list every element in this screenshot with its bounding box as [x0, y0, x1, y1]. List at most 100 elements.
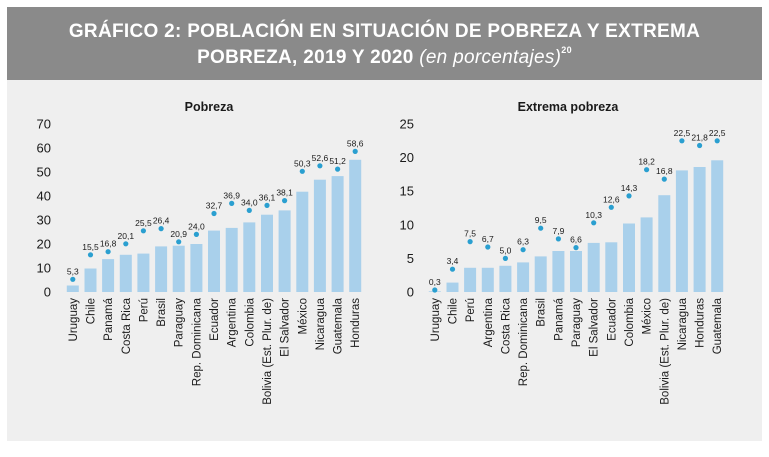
extrema-pobreza-bar: [605, 242, 618, 292]
extrema-pobreza-data-label: 22,5: [674, 128, 691, 138]
pobreza-point: [176, 239, 182, 245]
pobreza-y-tick-label: 0: [44, 285, 51, 300]
pobreza-chart-title: Pobreza: [185, 100, 235, 114]
extrema-pobreza-bar: [587, 242, 600, 292]
extrema-pobreza-y-tick-label: 25: [400, 117, 414, 132]
pobreza-data-label: 38,1: [276, 188, 293, 198]
pobreza-x-tick-label: Guatemala: [333, 297, 345, 354]
pobreza-data-label: 36,1: [259, 192, 276, 202]
extrema-pobreza-point: [555, 236, 562, 242]
pobreza-bar: [137, 253, 150, 292]
pobreza-point: [123, 241, 129, 247]
pobreza-bar: [313, 179, 326, 292]
pobreza-bar: [102, 259, 115, 292]
pobreza-point: [264, 202, 270, 208]
pobreza-data-label: 5,3: [67, 266, 79, 276]
extrema-pobreza-bar: [623, 223, 635, 292]
pobreza-bar: [243, 222, 256, 292]
extrema-pobreza-data-label: 14,3: [621, 183, 638, 193]
pobreza-y-tick-label: 50: [37, 165, 51, 180]
extrema-pobreza-x-tick-label: Nicaragua: [677, 297, 689, 350]
extrema-pobreza-x-tick-label: México: [642, 298, 654, 334]
extrema-pobreza-y-tick-label: 5: [407, 251, 414, 266]
extrema-pobreza-x-tick-label: Brasil: [536, 298, 548, 327]
pobreza-x-tick-label: Colombia: [244, 297, 256, 346]
pobreza-data-label: 26,4: [153, 216, 170, 226]
extrema-pobreza-point: [714, 138, 720, 144]
pobreza-x-tick-label: Nicaragua: [315, 297, 327, 350]
extrema-pobreza-data-label: 3,4: [447, 256, 459, 266]
pobreza-point: [140, 228, 146, 234]
extrema-pobreza-x-tick-label: Honduras: [695, 298, 707, 348]
header-title-line1: GRÁFICO 2: POBLACIÓN EN SITUACIÓN DE POB…: [68, 21, 701, 42]
extrema-pobreza-point: [644, 167, 650, 173]
extrema-pobreza-point: [573, 245, 579, 251]
extrema-pobreza-point: [485, 244, 491, 250]
extrema-pobreza-x-tick-label: Costa Rica: [500, 297, 512, 354]
pobreza-bar: [84, 268, 97, 292]
pobreza-point: [317, 163, 323, 169]
pobreza-point: [229, 200, 235, 206]
pobreza-bar: [119, 254, 132, 292]
extrema-pobreza-data-label: 7,5: [464, 229, 476, 239]
extrema-pobreza-point: [467, 239, 473, 245]
pobreza-bar: [155, 246, 168, 292]
pobreza-y-tick-label: 20: [37, 237, 51, 252]
pobreza-point: [70, 276, 76, 282]
pobreza-y-tick-label: 60: [37, 141, 51, 156]
pobreza-y-tick-label: 40: [37, 189, 51, 204]
extrema-pobreza-point: [626, 193, 632, 199]
pobreza-bar: [261, 214, 273, 292]
pobreza-y-tick-label: 30: [37, 213, 51, 228]
header-title-main: POBREZA, 2019 Y 2020: [197, 47, 414, 68]
extrema-pobreza-x-tick-label: Paraguay: [571, 298, 583, 347]
pobreza-bar: [208, 230, 220, 292]
extrema-pobreza-data-label: 6,7: [482, 234, 494, 244]
extrema-pobreza-x-tick-label: Rep. Dominicana: [518, 297, 530, 386]
pobreza-bar: [278, 210, 291, 292]
extrema-pobreza-chart-title: Extrema pobreza: [518, 100, 620, 114]
extrema-pobreza-data-label: 6,3: [517, 237, 529, 247]
extrema-pobreza-bar: [534, 256, 547, 292]
pobreza-data-label: 15,5: [82, 242, 99, 252]
extrema-pobreza-x-tick-label: Ecuador: [606, 298, 618, 341]
header-subtitle: (en porcentajes): [419, 47, 562, 68]
pobreza-point: [158, 226, 164, 232]
extrema-pobreza-bar: [552, 251, 565, 292]
extrema-pobreza-bar: [693, 167, 706, 292]
pobreza-data-label: 20,1: [118, 231, 135, 241]
pobreza-point: [87, 252, 94, 258]
pobreza-point: [352, 148, 358, 154]
pobreza-y-tick-label: 10: [37, 261, 51, 276]
pobreza-x-tick-label: Argentina: [227, 297, 239, 347]
pobreza-x-tick-label: Bolivia (Est. Plur. de): [262, 298, 274, 405]
pobreza-data-label: 16,8: [100, 239, 117, 249]
pobreza-data-label: 32,7: [206, 201, 223, 211]
pobreza-x-tick-label: Rep. Dominicana: [191, 297, 203, 386]
extrema-pobreza-point: [449, 266, 456, 272]
extrema-pobreza-bar: [464, 267, 477, 292]
pobreza-point: [335, 166, 341, 172]
pobreza-x-tick-label: Honduras: [350, 298, 362, 348]
extrema-pobreza-data-label: 10,3: [585, 210, 602, 220]
pobreza-bar: [225, 227, 238, 292]
extrema-pobreza-point: [679, 138, 685, 144]
pobreza-data-label: 58,6: [347, 138, 364, 148]
extrema-pobreza-data-label: 22,5: [709, 128, 726, 138]
pobreza-bar: [349, 159, 362, 292]
pobreza-point: [193, 231, 199, 237]
extrema-pobreza-bar: [446, 282, 459, 292]
pobreza-point: [211, 210, 217, 217]
extrema-pobreza-x-tick-label: Guatemala: [712, 297, 724, 354]
pobreza-point: [105, 249, 111, 255]
extrema-pobreza-x-tick-label: Argentina: [483, 297, 495, 347]
extrema-pobreza-x-tick-label: Chile: [448, 298, 460, 324]
pobreza-data-label: 51,2: [329, 156, 346, 166]
pobreza-bar: [296, 191, 309, 292]
pobreza-point: [299, 168, 305, 174]
extrema-pobreza-point: [608, 204, 614, 210]
extrema-pobreza-x-tick-label: Uruguay: [430, 298, 442, 342]
pobreza-bar: [190, 244, 203, 292]
extrema-pobreza-data-label: 9,5: [535, 215, 547, 225]
extrema-pobreza-bar: [481, 267, 494, 292]
